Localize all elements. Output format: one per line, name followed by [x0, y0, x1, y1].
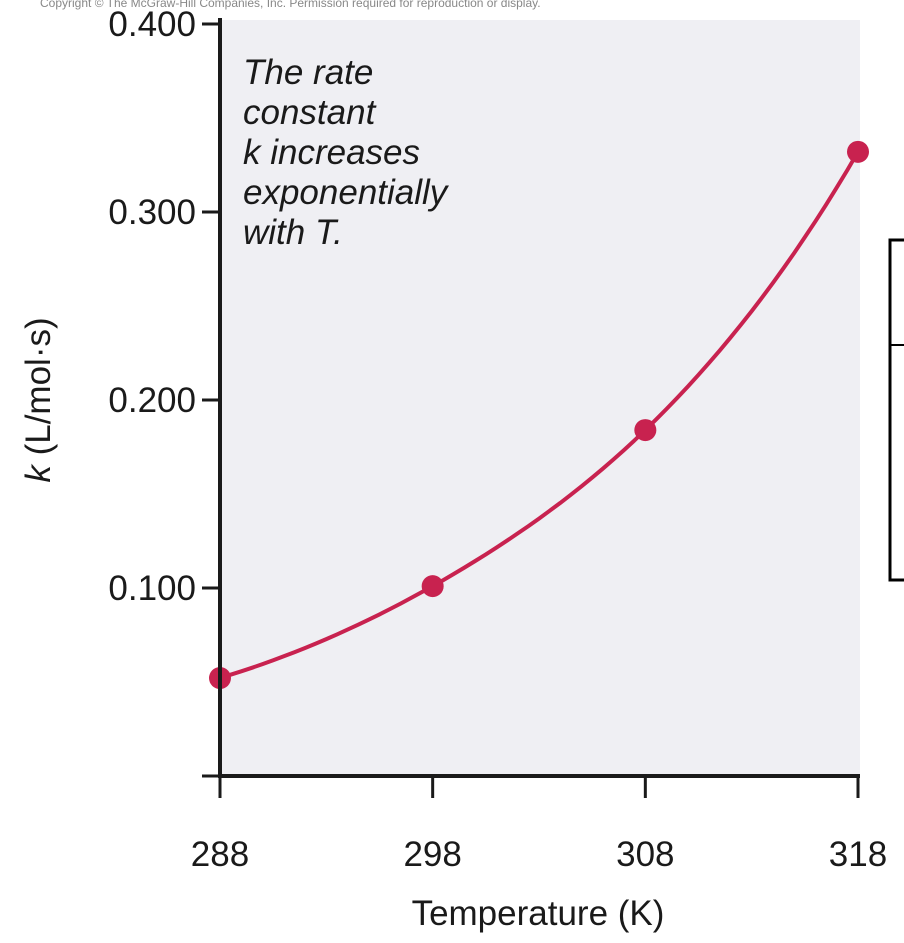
copyright-notice: Copyright © The McGraw-Hill Companies, I…: [40, 0, 541, 10]
y-tick-label: 0.400: [108, 5, 196, 44]
annotation-text: The rate constant k increases exponentially…: [243, 53, 450, 252]
annotation-line: exponentially: [243, 173, 450, 212]
y-tick-label: 0.200: [108, 381, 196, 420]
series-line: [219, 150, 860, 681]
y-tick-label: 0.300: [108, 193, 196, 232]
x-tick-label: 298: [403, 835, 461, 874]
data-point: [847, 140, 869, 163]
plot-background: [220, 20, 860, 776]
x-tick-label: 308: [616, 835, 674, 874]
annotation-line: The rate: [243, 53, 373, 92]
data-point: [634, 419, 657, 442]
annotation-line: constant: [243, 93, 377, 132]
y-axis-title: k (L/mol·s): [19, 317, 58, 482]
partial-table-box: [888, 238, 904, 582]
x-tick-label: 288: [191, 835, 249, 874]
x-axis-title: Temperature (K): [412, 894, 665, 933]
data-point: [421, 575, 444, 598]
y-tick-label: 0.100: [108, 569, 196, 608]
annotation-line: with T.: [243, 213, 343, 252]
annotation-line: k increases: [243, 133, 420, 172]
x-tick-label: 318: [829, 835, 887, 874]
